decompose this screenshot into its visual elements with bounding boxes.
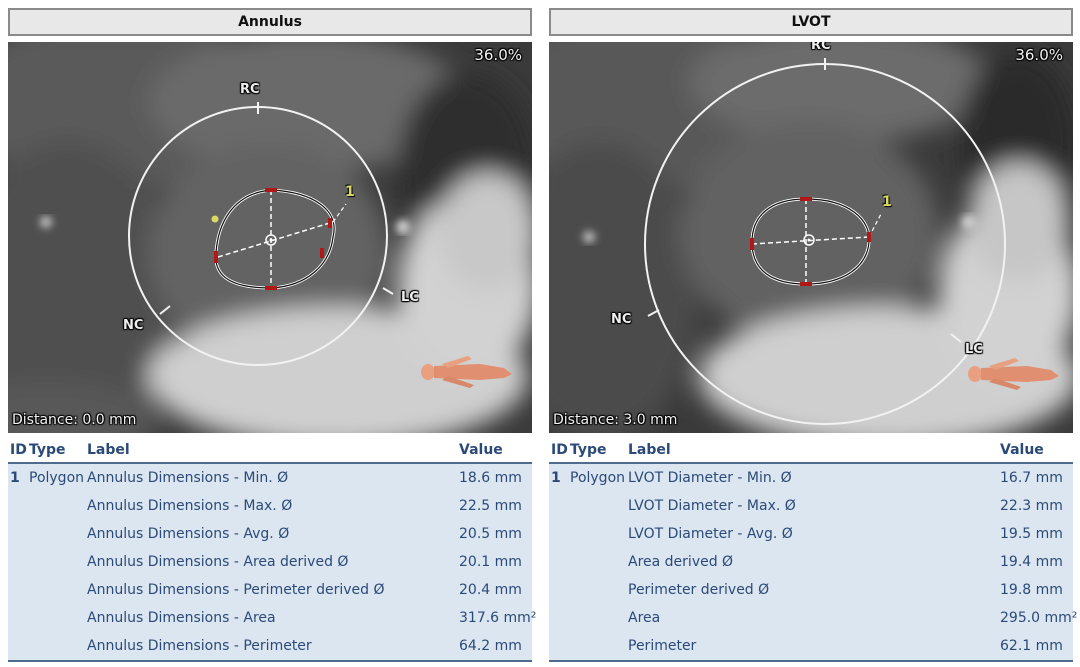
slice-distance: Distance: 3.0 mm xyxy=(553,412,678,428)
row-id: 1 xyxy=(551,470,561,486)
row-label: Annulus Dimensions - Max. Ø xyxy=(87,498,293,514)
slice-distance: Distance: 0.0 mm xyxy=(12,412,137,428)
row-label: Annulus Dimensions - Area xyxy=(87,610,276,626)
table-header: ID Type Label Value xyxy=(549,435,1073,464)
table-row[interactable]: 1 Polygon LVOT Diameter - Min. Ø 16.7 mm xyxy=(549,465,1073,493)
panel-title: Annulus xyxy=(8,8,532,36)
ct-viewport[interactable]: 36.0% RC NC LC 1 Distance: 3.0 mm xyxy=(549,42,1073,433)
column-header-label[interactable]: Label xyxy=(87,442,130,458)
row-label: Annulus Dimensions - Area derived Ø xyxy=(87,554,349,570)
row-label: LVOT Diameter - Max. Ø xyxy=(628,498,796,514)
table-row[interactable]: Annulus Dimensions - Area 317.6 mm² xyxy=(8,605,536,633)
column-header-value[interactable]: Value xyxy=(459,442,503,458)
table-row[interactable]: Annulus Dimensions - Avg. Ø 20.5 mm xyxy=(8,521,532,549)
ct-viewport[interactable]: 36.0% RC NC LC 1 Distance: 0.0 mm xyxy=(8,42,532,433)
table-row[interactable]: LVOT Diameter - Avg. Ø 19.5 mm xyxy=(549,521,1073,549)
row-value: 16.7 mm xyxy=(1000,470,1063,486)
table-header: ID Type Label Value xyxy=(8,435,532,464)
column-header-type[interactable]: Type xyxy=(570,442,607,458)
row-value: 22.5 mm xyxy=(459,498,522,514)
column-header-id[interactable]: ID xyxy=(10,442,27,458)
table-row[interactable]: Area 295.0 mm² xyxy=(549,605,1077,633)
zoom-level: 36.0% xyxy=(474,46,522,64)
annotation-id-label: 1 xyxy=(882,194,892,210)
measurements-table: ID Type Label Value 1 Polygon Annulus Di… xyxy=(8,435,536,662)
column-header-value[interactable]: Value xyxy=(1000,442,1044,458)
row-value: 18.6 mm xyxy=(459,470,522,486)
cusp-label-rc: RC xyxy=(811,42,831,53)
row-value: 19.4 mm xyxy=(1000,554,1063,570)
body-orientation-icon xyxy=(968,358,1059,390)
row-label: Annulus Dimensions - Perimeter xyxy=(87,638,312,654)
row-value: 19.8 mm xyxy=(1000,582,1063,598)
table-row[interactable]: Annulus Dimensions - Perimeter derived Ø… xyxy=(8,577,532,605)
row-id: 1 xyxy=(10,470,20,486)
row-label: Perimeter xyxy=(628,638,697,654)
row-value: 295.0 mm² xyxy=(1000,610,1078,626)
row-value: 20.5 mm xyxy=(459,526,522,542)
row-label: Perimeter derived Ø xyxy=(628,582,770,598)
annulus-panel: Annulus xyxy=(8,8,536,664)
measurements-table: ID Type Label Value 1 Polygon LVOT Diame… xyxy=(549,435,1077,662)
body-orientation-icon xyxy=(421,356,512,388)
zoom-level: 36.0% xyxy=(1015,46,1063,64)
row-label: LVOT Diameter - Avg. Ø xyxy=(628,526,793,542)
row-value: 62.1 mm xyxy=(1000,638,1063,654)
row-label: Area xyxy=(628,610,661,626)
annotation-id-label: 1 xyxy=(345,184,355,200)
table-row[interactable]: 1 Polygon Annulus Dimensions - Min. Ø 18… xyxy=(8,465,532,493)
row-label: Annulus Dimensions - Min. Ø xyxy=(87,470,289,486)
column-header-type[interactable]: Type xyxy=(29,442,66,458)
panel-title: LVOT xyxy=(549,8,1073,36)
table-row[interactable]: Annulus Dimensions - Perimeter 64.2 mm xyxy=(8,633,532,661)
row-value: 317.6 mm² xyxy=(459,610,537,626)
row-value: 19.5 mm xyxy=(1000,526,1063,542)
row-type: Polygon xyxy=(29,470,85,486)
table-row[interactable]: Annulus Dimensions - Max. Ø 22.5 mm xyxy=(8,493,532,521)
table-row[interactable]: Perimeter 62.1 mm xyxy=(549,633,1073,661)
row-type: Polygon xyxy=(570,470,626,486)
row-value: 20.4 mm xyxy=(459,582,522,598)
row-value: 22.3 mm xyxy=(1000,498,1063,514)
column-header-id[interactable]: ID xyxy=(551,442,568,458)
row-label: Annulus Dimensions - Avg. Ø xyxy=(87,526,290,542)
row-value: 64.2 mm xyxy=(459,638,522,654)
row-label: LVOT Diameter - Min. Ø xyxy=(628,470,792,486)
table-row[interactable]: LVOT Diameter - Max. Ø 22.3 mm xyxy=(549,493,1073,521)
row-label: Annulus Dimensions - Perimeter derived Ø xyxy=(87,582,385,598)
cusp-label-lc: LC xyxy=(965,342,983,357)
row-label: Area derived Ø xyxy=(628,554,734,570)
cusp-label-nc: NC xyxy=(123,318,144,333)
column-header-label[interactable]: Label xyxy=(628,442,671,458)
table-row[interactable]: Perimeter derived Ø 19.8 mm xyxy=(549,577,1073,605)
cusp-label-rc: RC xyxy=(240,82,260,97)
table-row[interactable]: Area derived Ø 19.4 mm xyxy=(549,549,1073,577)
cusp-label-nc: NC xyxy=(611,312,632,327)
row-value: 20.1 mm xyxy=(459,554,522,570)
cusp-label-lc: LC xyxy=(401,290,419,305)
ct-image xyxy=(8,42,532,433)
table-row[interactable]: Annulus Dimensions - Area derived Ø 20.1… xyxy=(8,549,532,577)
lvot-panel: LVOT xyxy=(549,8,1077,664)
